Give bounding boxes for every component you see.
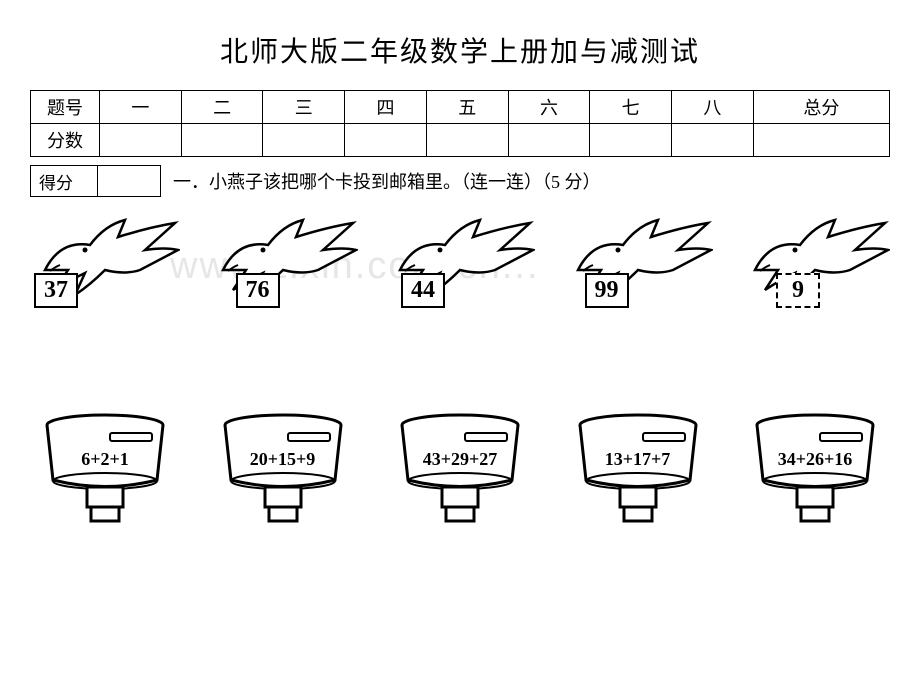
swallow-card: 76 — [236, 273, 280, 308]
question-1-text: 一．小燕子该把哪个卡投到邮箱里。（连一连）（5 分） — [173, 168, 601, 194]
mailbox-expression: 20+15+9 — [250, 449, 316, 470]
mailbox-item: 6+2+1 — [30, 405, 180, 535]
header-cell: 六 — [508, 91, 590, 124]
score-obtained-blank — [98, 166, 160, 196]
swallow-card: 37 — [34, 273, 78, 308]
mailbox-expression: 43+29+27 — [423, 449, 498, 470]
mailbox-item: 20+15+9 — [208, 405, 358, 535]
row-label: 题号 — [31, 91, 100, 124]
score-cell — [672, 124, 754, 157]
swallow-item: 76 — [208, 215, 358, 325]
header-cell: 四 — [345, 91, 427, 124]
mailbox-item: 43+29+27 — [385, 405, 535, 535]
swallow-item: 99 — [563, 215, 713, 325]
swallow-row: 37 76 44 99 9 — [30, 215, 890, 325]
swallow-card: 99 — [585, 273, 629, 308]
score-cell — [426, 124, 508, 157]
score-obtained-box: 得分 — [30, 165, 161, 197]
score-cell — [100, 124, 182, 157]
score-cell — [590, 124, 672, 157]
mailbox-expression: 34+26+16 — [778, 449, 853, 470]
mailbox-row: 6+2+1 20+15+9 43+29+27 — [30, 405, 890, 535]
swallow-card: 44 — [401, 273, 445, 308]
score-cell — [263, 124, 345, 157]
swallow-item: 9 — [740, 215, 890, 325]
header-cell: 总分 — [753, 91, 889, 124]
page-title: 北师大版二年级数学上册加与减测试 — [30, 30, 890, 70]
score-cell — [181, 124, 263, 157]
score-obtained-label: 得分 — [31, 166, 81, 196]
mailbox-expression: 13+17+7 — [605, 449, 671, 470]
header-cell: 五 — [426, 91, 508, 124]
swallow-icon — [208, 215, 358, 315]
score-cell — [345, 124, 427, 157]
mailbox-expression: 6+2+1 — [81, 449, 129, 470]
score-cell — [753, 124, 889, 157]
score-cell — [508, 124, 590, 157]
swallow-item: 44 — [385, 215, 535, 325]
row-label: 分数 — [31, 124, 100, 157]
header-cell: 二 — [181, 91, 263, 124]
header-cell: 三 — [263, 91, 345, 124]
swallow-item: 37 — [30, 215, 180, 325]
header-cell: 七 — [590, 91, 672, 124]
score-table: 题号 一 二 三 四 五 六 七 八 总分 分数 — [30, 90, 890, 157]
mailbox-item: 34+26+16 — [740, 405, 890, 535]
mailbox-item: 13+17+7 — [563, 405, 713, 535]
header-cell: 一 — [100, 91, 182, 124]
header-cell: 八 — [672, 91, 754, 124]
swallow-card: 9 — [776, 273, 820, 308]
